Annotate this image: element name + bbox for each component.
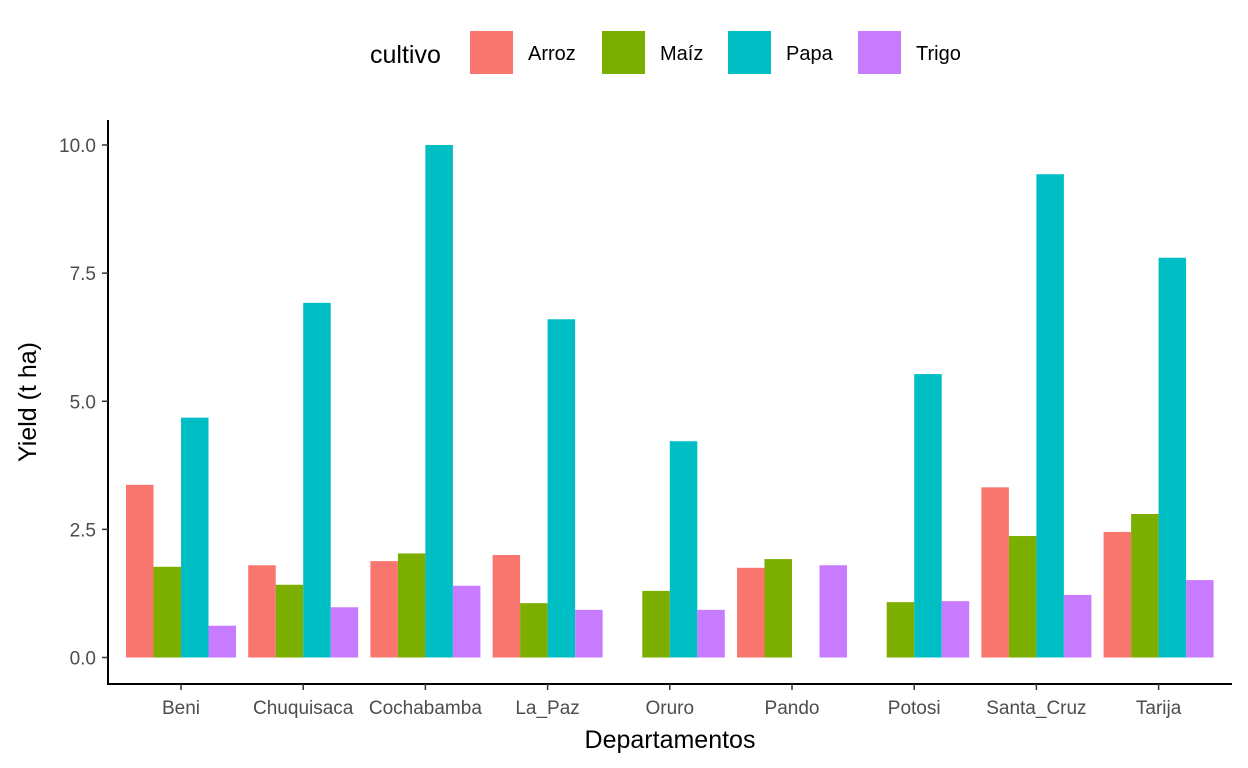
x-tick-label: Tarija — [1136, 698, 1182, 719]
bars-layer — [126, 145, 1214, 658]
x-tick-label: Oruro — [646, 698, 695, 719]
bar-Chuquisaca-Arroz — [248, 565, 276, 658]
y-tick-label: 7.5 — [70, 264, 96, 285]
legend-title: cultivo — [370, 41, 441, 69]
y-tick-label: 2.5 — [70, 520, 96, 541]
x-tick-label: Beni — [162, 698, 200, 719]
bar-Oruro-Trigo — [697, 609, 725, 658]
bar-Potosi-Papa — [914, 374, 942, 658]
x-tick-label: Chuquisaca — [253, 698, 354, 719]
bar-Pando-Trigo — [819, 565, 847, 658]
bar-La_Paz-Papa — [547, 319, 576, 658]
legend: cultivo Arroz Maíz Papa Trigo — [370, 31, 961, 74]
bar-Oruro-Maíz — [642, 590, 670, 658]
x-tick-label: Pando — [765, 698, 820, 719]
legend-key-Maíz — [602, 31, 645, 74]
bar-Potosi-Maíz — [886, 602, 915, 658]
bar-Chuquisaca-Maíz — [275, 584, 304, 658]
bar-Santa_Cruz-Arroz — [981, 487, 1009, 658]
y-tick-label: 5.0 — [70, 392, 96, 413]
y-axis-ticks: 0.0 2.5 5.0 7.5 10.0 — [59, 136, 108, 670]
bar-Chuquisaca-Papa — [303, 302, 331, 658]
x-tick-label: La_Paz — [515, 698, 579, 719]
legend-label-Arroz: Arroz — [528, 43, 576, 65]
bar-Oruro-Papa — [669, 441, 698, 658]
bar-La_Paz-Arroz — [492, 555, 521, 658]
bar-Pando-Arroz — [737, 567, 765, 658]
x-tick-label: Potosi — [888, 698, 941, 719]
bar-Tarija-Maíz — [1131, 514, 1159, 658]
legend-key-Trigo — [858, 31, 901, 74]
bar-Beni-Papa — [181, 417, 209, 658]
bar-Tarija-Trigo — [1186, 580, 1214, 658]
x-tick-label: Cochabamba — [369, 698, 482, 719]
bar-Santa_Cruz-Papa — [1036, 174, 1064, 658]
bar-Santa_Cruz-Trigo — [1063, 594, 1092, 658]
y-tick-label: 10.0 — [59, 136, 96, 157]
legend-label-Maíz: Maíz — [660, 43, 703, 65]
bar-Pando-Maíz — [764, 559, 792, 658]
y-axis-title: Yield (t ha) — [14, 342, 42, 462]
legend-key-Papa — [728, 31, 771, 74]
bar-Beni-Maíz — [153, 566, 181, 658]
bar-La_Paz-Maíz — [520, 603, 548, 658]
bar-Cochabamba-Papa — [425, 145, 453, 658]
bar-Santa_Cruz-Maíz — [1008, 536, 1037, 658]
bar-Chuquisaca-Trigo — [330, 607, 359, 658]
x-axis-ticks: Beni Chuquisaca Cochabamba La_Paz Oruro Pando… — [162, 684, 1182, 719]
bar-Tarija-Arroz — [1103, 531, 1132, 658]
y-tick-label: 0.0 — [70, 649, 96, 670]
legend-label-Papa: Papa — [786, 43, 834, 65]
bar-Cochabamba-Maíz — [397, 553, 426, 658]
legend-key-Arroz — [470, 31, 513, 74]
bar-Cochabamba-Arroz — [370, 561, 398, 658]
bar-Cochabamba-Trigo — [452, 585, 481, 658]
bar-La_Paz-Trigo — [575, 609, 603, 658]
bar-Tarija-Papa — [1158, 257, 1187, 658]
x-axis-title: Departamentos — [585, 726, 756, 754]
bar-Beni-Arroz — [126, 484, 154, 658]
legend-label-Trigo: Trigo — [916, 43, 961, 65]
x-tick-label: Santa_Cruz — [986, 698, 1086, 719]
bar-Potosi-Trigo — [941, 601, 970, 658]
bar-Beni-Trigo — [208, 625, 236, 658]
